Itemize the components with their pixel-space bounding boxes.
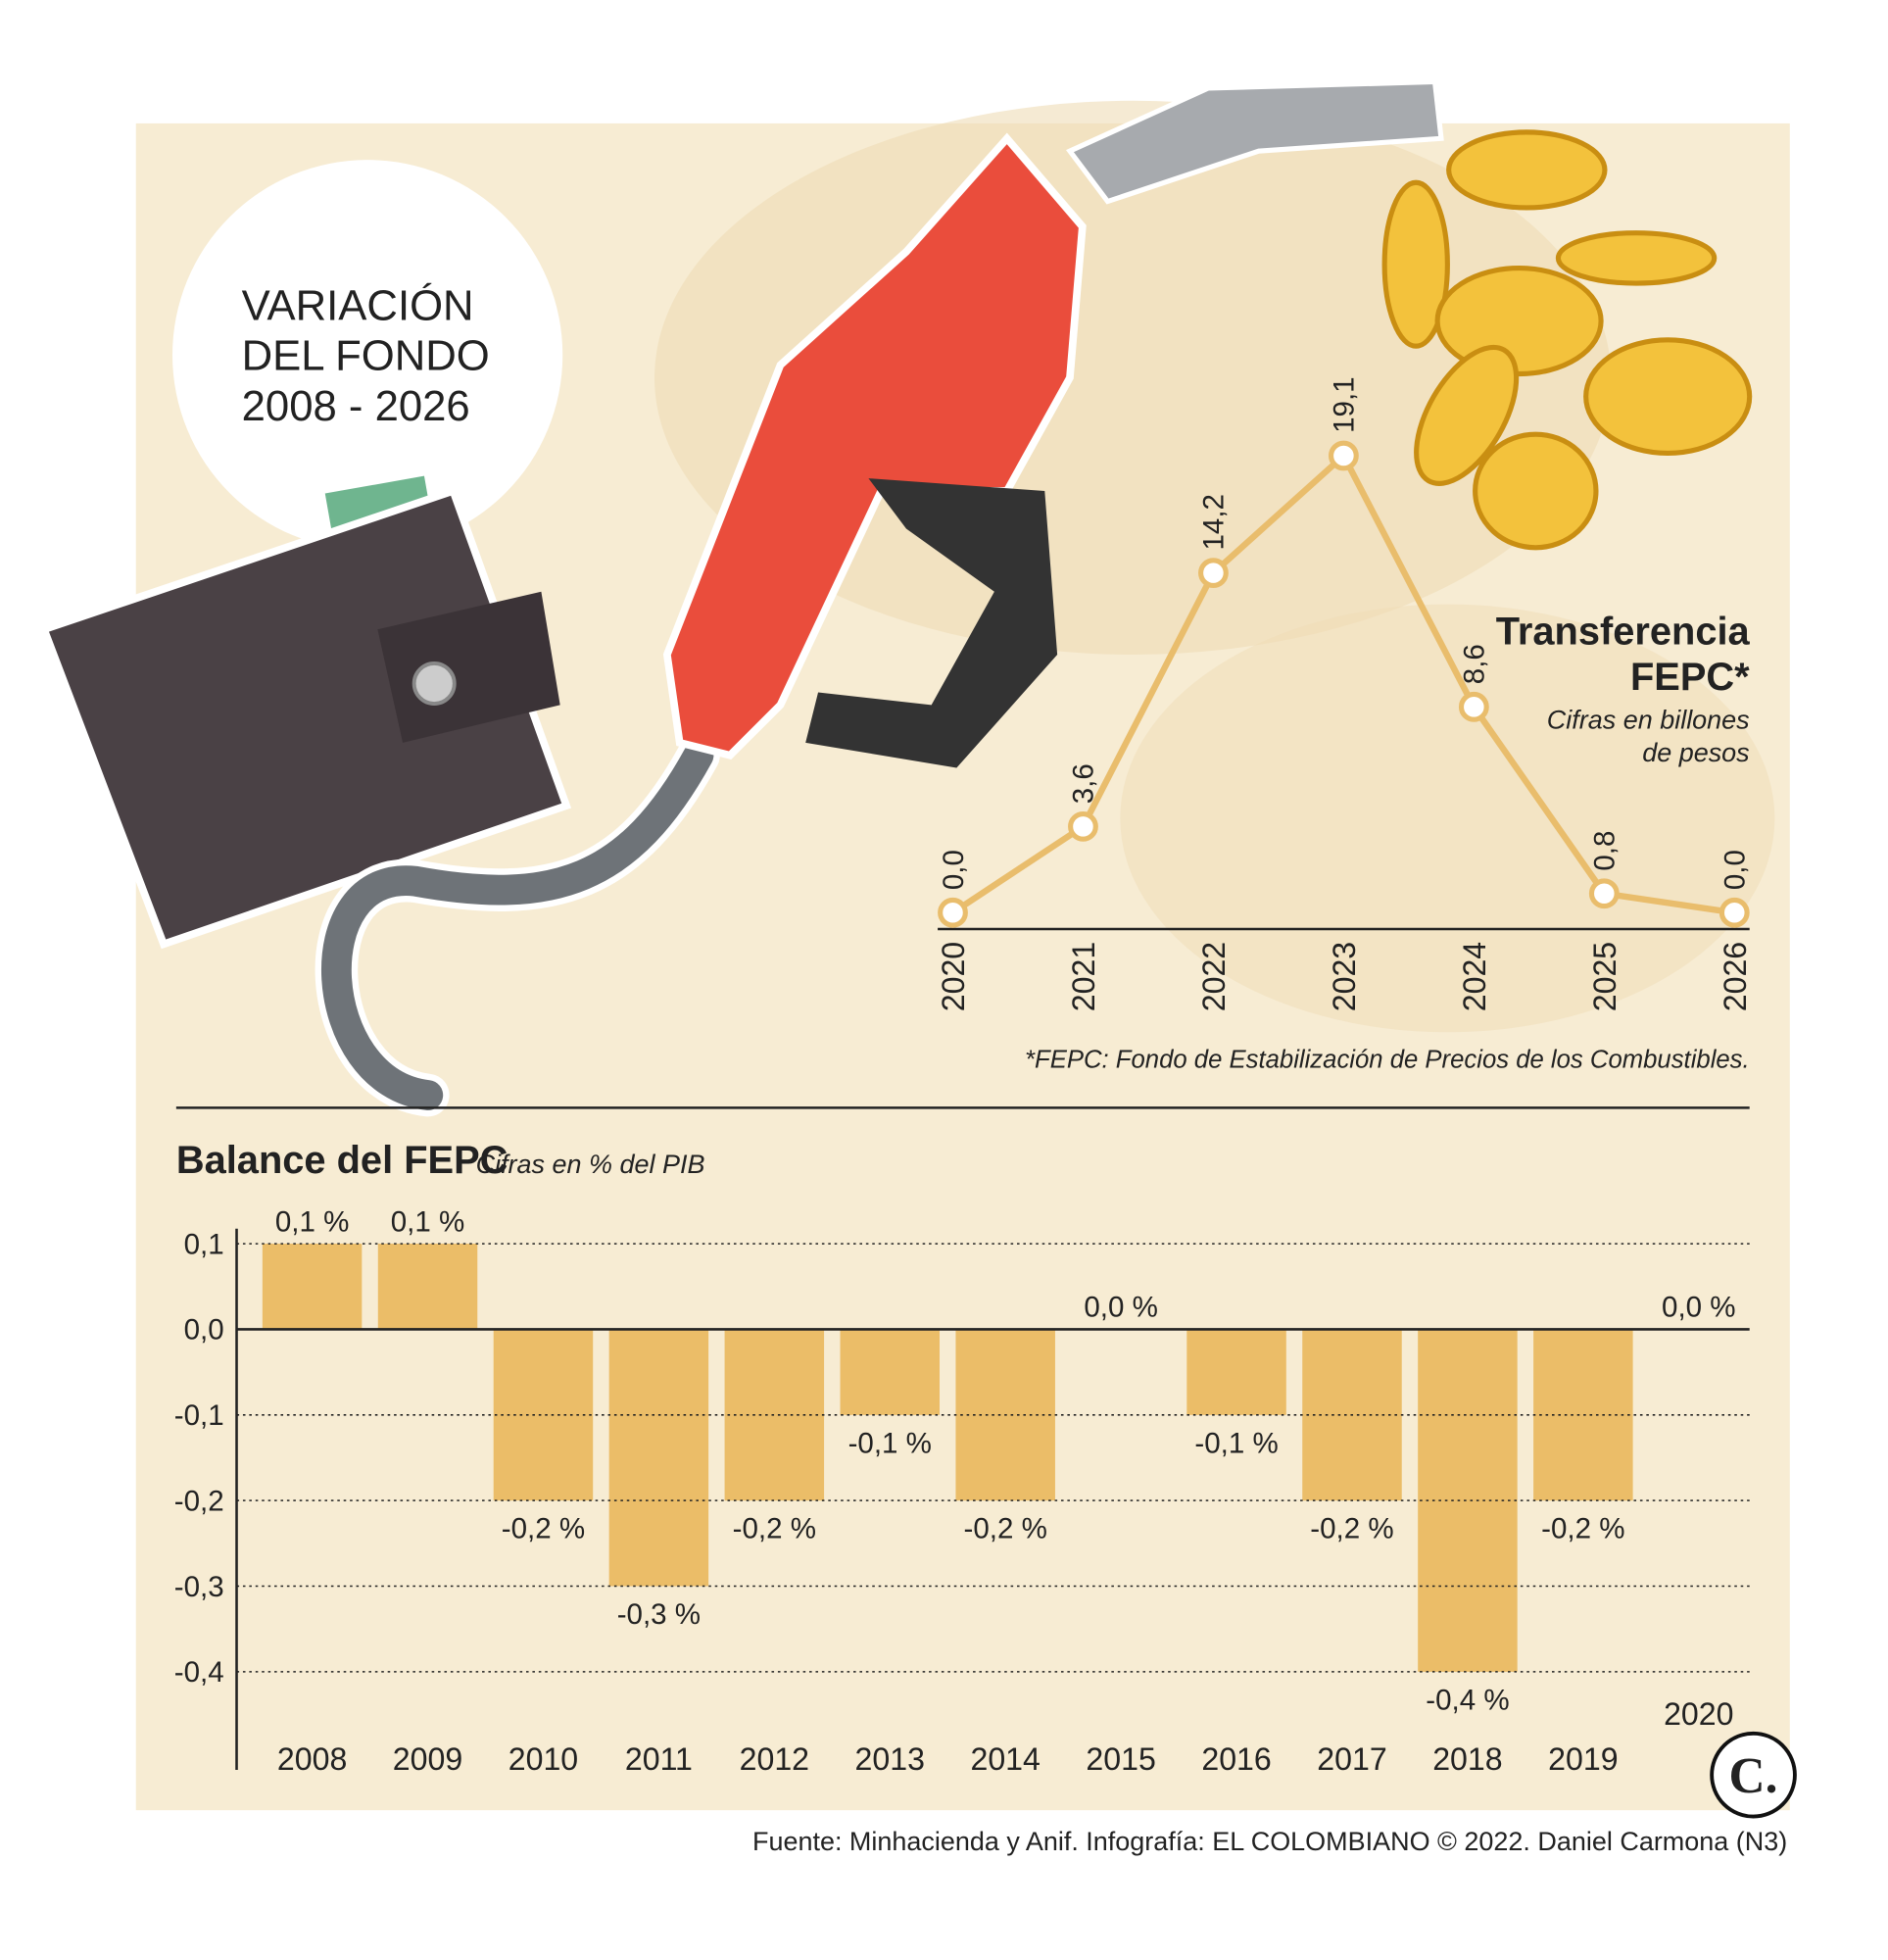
value-label: 8,6 <box>1459 644 1491 684</box>
value-label: 0,0 % <box>1084 1292 1158 1324</box>
line-subtitle: Cifras en billones <box>1547 706 1750 735</box>
texture <box>1120 604 1775 1033</box>
x-tick-label: 2020 <box>936 942 971 1011</box>
x-tick-label: 2023 <box>1327 942 1362 1011</box>
bar <box>1533 1329 1633 1501</box>
bar <box>840 1329 941 1415</box>
y-tick-label: -0,4 <box>174 1656 224 1689</box>
value-label: -0,1 % <box>848 1427 932 1459</box>
bar <box>493 1329 594 1501</box>
value-label: 0,8 <box>1589 831 1622 871</box>
y-tick-label: -0,2 <box>174 1485 224 1517</box>
main-title: VARIACIÓN <box>242 281 474 329</box>
value-label: -0,2 % <box>1541 1513 1624 1545</box>
value-label: 3,6 <box>1068 763 1100 804</box>
point <box>938 897 968 928</box>
bar <box>608 1329 709 1587</box>
value-label: -0,2 % <box>964 1513 1047 1545</box>
x-tick-label: 2025 <box>1587 942 1622 1011</box>
value-label: 0,1 % <box>391 1205 465 1238</box>
x-tick-label: 2012 <box>740 1741 809 1777</box>
point <box>1328 440 1359 471</box>
coins-illustration <box>1381 129 1753 551</box>
x-tick-label: 2010 <box>508 1741 578 1777</box>
value-label: 0,0 % <box>1662 1292 1736 1324</box>
pump-illustration <box>315 78 1444 1117</box>
x-tick-label: 2019 <box>1548 1741 1618 1777</box>
point <box>1198 558 1229 589</box>
value-label: -0,2 % <box>502 1513 585 1545</box>
value-label: 19,1 <box>1329 376 1361 432</box>
bar-title: Balance del FEPC <box>176 1139 508 1182</box>
x-tick-label: 2018 <box>1432 1741 1502 1777</box>
x-tick-label: 2020 <box>1664 1696 1733 1732</box>
footnote: *FEPC: Fondo de Estabilización de Precio… <box>1025 1046 1750 1073</box>
value-label: 14,2 <box>1198 494 1231 550</box>
x-tick-label: 2024 <box>1457 942 1492 1011</box>
x-tick-label: 2026 <box>1718 942 1753 1011</box>
x-tick-label: 2015 <box>1086 1741 1155 1777</box>
x-tick-label: 2014 <box>970 1741 1040 1777</box>
main-title: 2008 - 2026 <box>242 382 470 430</box>
logo <box>1710 1731 1797 1819</box>
logo-text: C. <box>1729 1748 1778 1804</box>
value-label: -0,4 % <box>1426 1684 1509 1716</box>
x-tick-label: 2021 <box>1066 942 1101 1011</box>
point <box>1719 897 1750 928</box>
bar <box>262 1244 363 1330</box>
line-subtitle: de pesos <box>1642 738 1749 767</box>
x-tick-label: 2017 <box>1317 1741 1386 1777</box>
source: Fuente: Minhacienda y Anif. Infografía: … <box>752 1827 1787 1856</box>
value-label: -0,3 % <box>617 1598 701 1631</box>
value-label: -0,1 % <box>1194 1427 1278 1459</box>
bar <box>377 1244 478 1330</box>
x-tick-label: 2011 <box>625 1741 693 1777</box>
bar <box>724 1329 825 1501</box>
title-circle <box>171 160 563 551</box>
wallet-illustration <box>38 475 572 950</box>
y-tick-label: 0,1 <box>184 1228 224 1260</box>
point <box>1588 878 1620 909</box>
point <box>1458 691 1489 722</box>
value-label: -0,2 % <box>1310 1513 1393 1545</box>
line-title: FEPC* <box>1630 656 1750 699</box>
main-title: DEL FONDO <box>242 332 490 380</box>
y-tick-label: -0,1 <box>174 1399 224 1432</box>
bar-subtitle: Cifras en % del PIB <box>476 1150 705 1179</box>
line-title: Transferencia <box>1496 611 1751 654</box>
bar <box>1186 1329 1286 1415</box>
value-label: -0,2 % <box>733 1513 816 1545</box>
x-tick-label: 2013 <box>855 1741 925 1777</box>
x-tick-label: 2022 <box>1196 942 1232 1011</box>
point <box>1068 810 1098 842</box>
x-tick-label: 2008 <box>277 1741 347 1777</box>
value-label: 0,0 <box>1719 850 1752 890</box>
value-label: 0,1 % <box>275 1205 350 1238</box>
x-tick-label: 2009 <box>393 1741 462 1777</box>
y-tick-label: 0,0 <box>184 1314 224 1347</box>
value-label: 0,0 <box>938 850 970 890</box>
x-tick-label: 2016 <box>1201 1741 1271 1777</box>
y-tick-label: -0,3 <box>174 1571 224 1603</box>
